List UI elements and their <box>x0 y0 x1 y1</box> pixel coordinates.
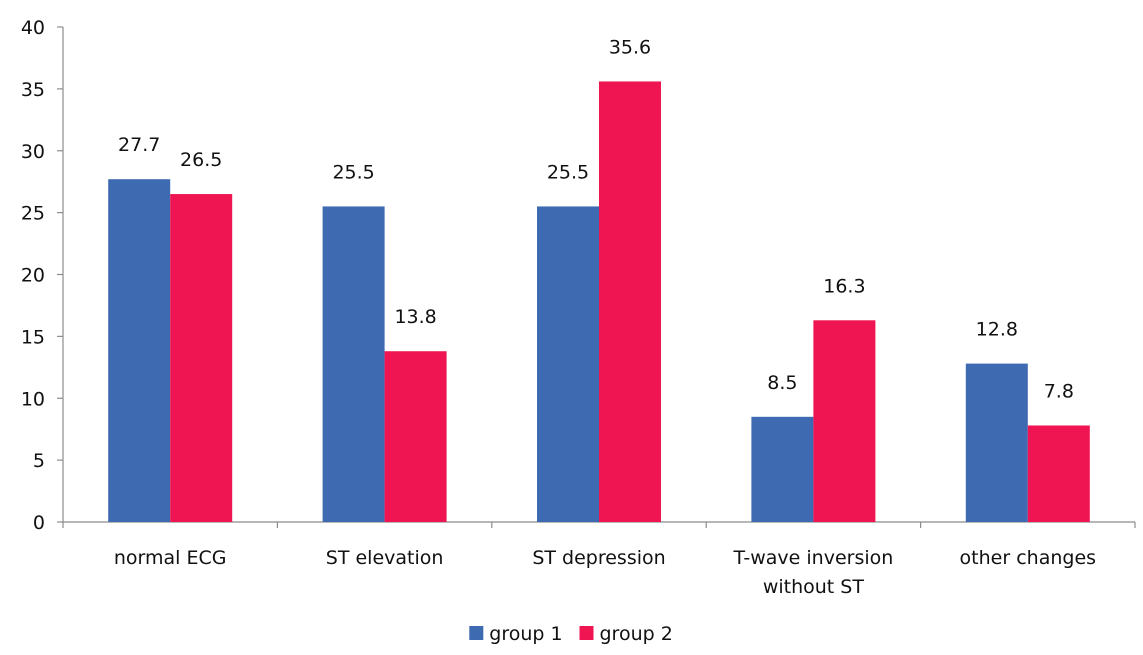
bar-group-1 <box>751 416 814 522</box>
bars <box>108 81 1090 522</box>
y-tick-label: 25 <box>21 203 45 225</box>
x-category-label-line: other changes <box>960 547 1096 569</box>
bar-group-1 <box>965 363 1028 522</box>
legend-swatch <box>469 626 484 640</box>
data-label: 8.5 <box>767 372 797 394</box>
legend-label: group 2 <box>600 623 673 645</box>
x-category-label: normal ECG <box>114 547 227 569</box>
bar-group-2 <box>1027 425 1090 522</box>
data-label: 25.5 <box>332 161 374 183</box>
y-tick-label: 20 <box>21 265 45 287</box>
data-label: 7.8 <box>1044 380 1074 402</box>
x-category-label: ST elevation <box>326 547 444 569</box>
bar-group-1 <box>322 206 385 522</box>
x-category-label: other changes <box>960 547 1096 569</box>
data-label: 12.8 <box>976 319 1018 341</box>
legend-label: group 1 <box>489 623 562 645</box>
bar-group-2 <box>813 320 876 522</box>
data-label: 26.5 <box>180 149 222 171</box>
y-tick-label: 35 <box>21 79 45 101</box>
axes: 0 5 10 15 20 25 30 35 40 normal ECG ST elevation ST… <box>21 17 1136 598</box>
bar-group-1 <box>537 206 599 522</box>
data-label: 16.3 <box>823 275 865 297</box>
legend-swatch <box>579 626 594 640</box>
bar-group-1 <box>108 179 171 522</box>
y-tick-label: 5 <box>33 450 45 472</box>
data-label: 35.6 <box>609 36 651 58</box>
data-label: 27.7 <box>118 134 160 156</box>
bar-group-2 <box>384 351 447 522</box>
x-category-label-line: ST elevation <box>326 547 444 569</box>
x-category-label-line: without ST <box>763 576 865 598</box>
y-tick-label: 40 <box>21 17 45 39</box>
x-category-label: ST depression <box>532 547 665 569</box>
y-tick-label: 10 <box>21 388 45 410</box>
y-tick-label: 15 <box>21 326 45 348</box>
data-labels: 27.7 25.5 25.5 8.5 12.8 26.5 13.8 35.6 16.3 7.8 <box>118 36 1074 402</box>
bar-group-2 <box>599 81 661 522</box>
x-category-label-line: T-wave inversion <box>733 547 894 569</box>
bar-group-2 <box>170 194 233 522</box>
y-tick-label: 0 <box>33 512 45 534</box>
y-tick-label: 30 <box>21 141 45 163</box>
legend: group 1 group 2 <box>469 623 673 645</box>
data-label: 25.5 <box>547 161 589 183</box>
x-category-label: T-wave inversion without ST <box>733 547 894 598</box>
data-label: 13.8 <box>394 306 436 328</box>
x-category-label-line: normal ECG <box>114 547 227 569</box>
x-category-label-line: ST depression <box>532 547 665 569</box>
